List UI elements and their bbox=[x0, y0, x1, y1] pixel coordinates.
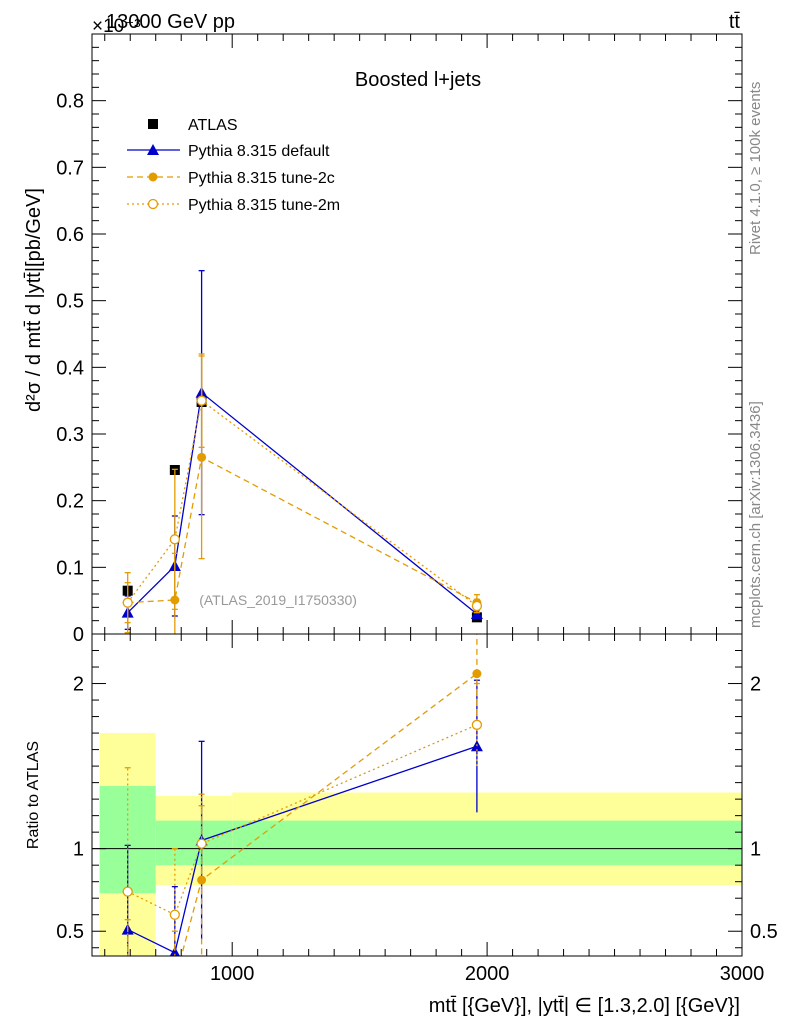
series-line-ratio-pythia-8-315-default bbox=[127, 745, 478, 954]
y-tick-label-ratio: 1 bbox=[73, 839, 84, 861]
data-point-ratio-pythia-8-315-tune-2m bbox=[196, 838, 207, 849]
uncertainty-band-inner bbox=[155, 820, 233, 866]
x-axis-title: mtt̄ [{GeV}], |ytt̄| ∈ [1.3,2.0] [{GeV}] bbox=[429, 995, 740, 1017]
series-line-pythia-8-315-default bbox=[127, 391, 478, 615]
y-tick-label-ratio: 2 bbox=[73, 674, 84, 696]
y-tick-label-main: 0.1 bbox=[56, 557, 84, 579]
rivet-label: Rivet 4.1.0, ≥ 100k events bbox=[747, 82, 764, 255]
x-tick-label: 2000 bbox=[465, 963, 510, 985]
data-point-pythia-8-315-tune-2m bbox=[122, 597, 133, 608]
legend-label-pythia-8-315-tune-2m: Pythia 8.315 tune-2m bbox=[188, 197, 340, 214]
energy-label: 13000 GeV pp bbox=[106, 11, 235, 33]
main-panel: (ATLAS_2019_I1750330) 0.1 0.2 0.3 0.4 0.5 0.6 0… bbox=[23, 33, 743, 646]
x-tick-label: 1000 bbox=[210, 963, 255, 985]
legend-marker-atlas bbox=[148, 119, 158, 129]
analysis-watermark: (ATLAS_2019_I1750330) bbox=[199, 592, 357, 608]
y-tick-label-main: 0.8 bbox=[56, 91, 84, 113]
data-point-ratio-pythia-8-315-tune-2c bbox=[123, 961, 132, 970]
y-tick-label-main-zero: 0 bbox=[73, 624, 84, 646]
legend-label-pythia-8-315-default: Pythia 8.315 default bbox=[188, 143, 330, 160]
data-point-pythia-8-315-tune-2c bbox=[197, 452, 207, 462]
data-point-ratio-pythia-8-315-tune-2c bbox=[170, 976, 179, 985]
x-tick-label: 3000 bbox=[720, 963, 765, 985]
ratio-plot-area bbox=[92, 634, 742, 985]
y-axis-title-ratio: Ratio to ATLAS bbox=[25, 741, 42, 849]
series-line-pythia-8-315-tune-2m bbox=[127, 399, 478, 607]
y-tick-label-main: 0.5 bbox=[56, 291, 84, 313]
legend-marker-pythia-8-315-tune-2c bbox=[148, 172, 158, 182]
data-point-pythia-8-315-default bbox=[470, 608, 483, 619]
ratio-frame bbox=[91, 633, 743, 957]
data-point-ratio-pythia-8-315-tune-2m bbox=[169, 909, 180, 920]
data-point-pythia-8-315-tune-2m bbox=[196, 395, 207, 406]
y-tick-label-main: 0.3 bbox=[56, 424, 84, 446]
ratio-panel: 0.5 0.5 1 1 2 2 1000 2000 3000 Ratio to ATLAS mtt̄… bbox=[25, 633, 778, 1017]
y-tick-label-ratio-right: 0.5 bbox=[750, 921, 778, 943]
uncertainty-band-inner bbox=[232, 820, 742, 866]
legend-label-pythia-8-315-tune-2c: Pythia 8.315 tune-2c bbox=[188, 170, 335, 187]
y-tick-label-ratio-right: 2 bbox=[750, 674, 761, 696]
y-tick-label-main: 0.2 bbox=[56, 491, 84, 513]
y-tick-label-main: 0.7 bbox=[56, 157, 84, 179]
data-point-ratio-pythia-8-315-tune-2c bbox=[197, 875, 207, 885]
legend-marker-pythia-8-315-tune-2m bbox=[147, 198, 159, 210]
process-label: tt̄ bbox=[729, 11, 741, 33]
series-line-ratio-pythia-8-315-tune-2c bbox=[180, 673, 478, 956]
legend-marker-pythia-8-315-default bbox=[147, 144, 159, 155]
data-point-ratio-pythia-8-315-tune-2c bbox=[472, 669, 482, 679]
y-tick-label-ratio-right: 1 bbox=[750, 839, 761, 861]
chart-title: Boosted l+jets bbox=[355, 69, 481, 91]
series-line-pythia-8-315-tune-2c bbox=[127, 456, 478, 604]
series-line-ratio-pythia-8-315-tune-2m bbox=[127, 724, 478, 916]
y-tick-label-main: 0.6 bbox=[56, 224, 84, 246]
main-plot-area bbox=[121, 270, 483, 634]
y-tick-label-main: 0.4 bbox=[56, 357, 84, 379]
y-axis-title-main: d²σ / d mtt̄ d |ytt̄|[pb/GeV] bbox=[23, 188, 45, 412]
data-point-ratio-pythia-8-315-tune-2m bbox=[122, 886, 133, 897]
legend: ATLAS Pythia 8.315 default Pythia 8.315 tu… bbox=[127, 117, 340, 214]
legend-label-atlas: ATLAS bbox=[188, 117, 238, 134]
scale-label: ×10⁻³ bbox=[92, 16, 141, 37]
data-point-pythia-8-315-tune-2m bbox=[169, 534, 180, 545]
y-tick-label-ratio: 0.5 bbox=[56, 921, 84, 943]
data-point-pythia-8-315-tune-2m bbox=[471, 600, 483, 612]
mcplots-label: mcplots.cern.ch [arXiv:1306.3436] bbox=[747, 401, 764, 628]
data-point-ratio-pythia-8-315-default bbox=[169, 946, 180, 956]
data-point-ratio-pythia-8-315-tune-2m bbox=[471, 719, 483, 730]
